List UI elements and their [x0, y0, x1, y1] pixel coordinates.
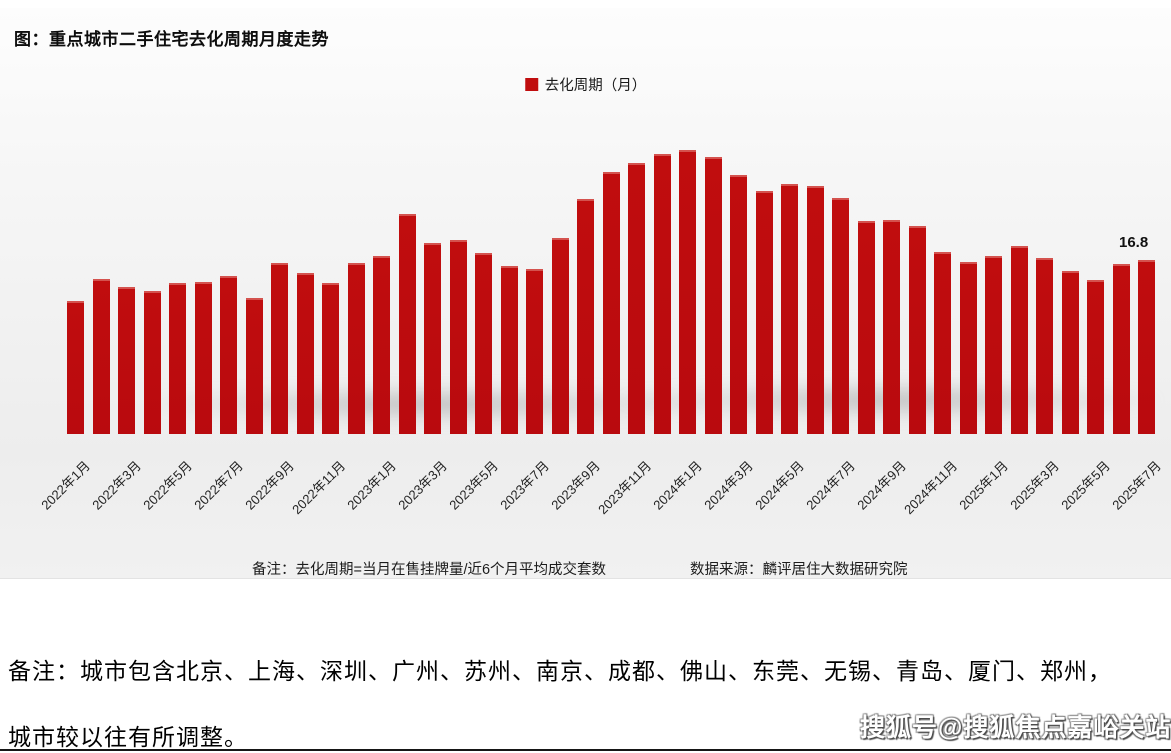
bar-2024年9月: [883, 220, 900, 434]
bar-2022年3月: [118, 287, 135, 434]
x-axis-label-2024年7月: 2024年7月: [803, 458, 859, 513]
legend-label: 去化周期（月）: [544, 78, 647, 94]
bar-2023年12月: [653, 154, 671, 434]
bar-2023年11月: [628, 163, 645, 434]
bar-2023年9月: [577, 199, 594, 434]
x-axis-label-2025年1月: 2025年1月: [956, 458, 1012, 513]
bar-2024年11月: [934, 252, 951, 434]
chart-title: 图：重点城市二手住宅去化周期月度走势: [14, 30, 329, 49]
bar-plot: 2022年1月 2022年3月 2022年5月 2022年7月 2022年9月 2022年…: [0, 8, 1171, 517]
x-axis-label-2023年7月: 2023年7月: [497, 458, 553, 513]
bottom-divider: [0, 749, 1171, 751]
bar-2023年7月: [526, 269, 543, 434]
bar-2025年6月: [1112, 264, 1130, 434]
bar-2023年1月: [373, 256, 390, 434]
bar-2022年7月: [220, 276, 237, 434]
x-axis-label-2023年11月: 2023年11月: [595, 458, 655, 518]
bar-2025年1月: [985, 256, 1002, 434]
legend-swatch-icon: [524, 78, 538, 91]
bar-2025年7月: [1138, 260, 1155, 434]
x-axis-label-2023年1月: 2023年1月: [344, 458, 400, 513]
bar-2025年2月: [1010, 246, 1028, 434]
bar-2022年1月: [67, 301, 84, 434]
x-axis-label-2024年5月: 2024年5月: [752, 458, 808, 513]
x-axis-label-2025年3月: 2025年3月: [1007, 458, 1063, 513]
x-axis-label-2022年1月: 2022年1月: [38, 458, 94, 513]
bar-2024年12月: [959, 262, 977, 434]
bar-2023年6月: [500, 266, 518, 434]
bar-2022年8月: [245, 298, 263, 434]
page-note-line2: 城市较以往有所调整。: [8, 725, 248, 750]
bar-2025年4月: [1061, 271, 1079, 434]
x-axis-label-2024年11月: 2024年11月: [901, 458, 961, 518]
bar-2023年2月: [398, 214, 416, 434]
x-axis-label-2024年1月: 2024年1月: [650, 458, 706, 513]
bar-2025年5月: [1087, 280, 1104, 434]
x-axis-label-2022年7月: 2022年7月: [191, 458, 247, 513]
x-axis-label-2023年3月: 2023年3月: [395, 458, 451, 513]
bar-2023年5月: [475, 253, 492, 434]
bar-2024年3月: [730, 175, 747, 434]
chart-panel: 图：重点城市二手住宅去化周期月度走势 去化周期（月） 2022年1月 2022年3…: [0, 8, 1171, 579]
last-bar-value-label: 16.8: [1119, 234, 1149, 251]
bar-2022年2月: [92, 279, 110, 434]
x-axis-label-2022年11月: 2022年11月: [289, 458, 349, 518]
chart-footnotes: 备注：去化周期=当月在售挂牌量/近6个月平均成交套数 数据来源：麟评居住大数据研…: [0, 558, 1171, 578]
bar-2024年8月: [857, 221, 875, 434]
bar-2022年5月: [169, 283, 186, 434]
bar-2022年6月: [194, 282, 212, 434]
bar-2025年3月: [1036, 258, 1053, 434]
bar-2024年10月: [908, 226, 926, 434]
x-axis-label-2025年5月: 2025年5月: [1058, 458, 1114, 513]
footnote-data-source: 数据来源：麟评居住大数据研究院: [690, 562, 908, 578]
x-axis-label-2022年5月: 2022年5月: [140, 458, 196, 513]
footnote-definition: 备注：去化周期=当月在售挂牌量/近6个月平均成交套数: [252, 562, 607, 578]
bar-2023年4月: [449, 240, 467, 434]
bar-2023年3月: [424, 243, 441, 434]
bar-2022年11月: [322, 283, 339, 434]
page-note-line1: 备注：城市包含北京、上海、深圳、广州、苏州、南京、成都、佛山、东莞、无锡、青岛、…: [8, 659, 1112, 684]
bar-2024年2月: [704, 157, 722, 434]
bar-2024年5月: [781, 184, 798, 434]
bar-2024年6月: [806, 186, 824, 434]
x-axis-label-2022年3月: 2022年3月: [89, 458, 145, 513]
bar-2023年10月: [602, 172, 620, 434]
bar-2022年4月: [143, 291, 161, 434]
x-axis-label-2025年7月: 2025年7月: [1109, 458, 1165, 513]
bar-2024年4月: [755, 191, 773, 434]
bar-2022年10月: [296, 273, 314, 434]
chart-legend: 去化周期（月）: [524, 74, 647, 95]
x-axis-label-2024年3月: 2024年3月: [701, 458, 757, 513]
x-axis-label-2023年5月: 2023年5月: [446, 458, 502, 513]
bar-2022年12月: [347, 263, 365, 434]
bar-2024年1月: [679, 150, 696, 434]
bar-2022年9月: [271, 263, 288, 434]
bar-2024年7月: [832, 198, 849, 434]
bar-2023年8月: [551, 238, 569, 434]
watermark-sohu: 搜狐号@搜狐焦点嘉峪关站: [860, 714, 1171, 742]
